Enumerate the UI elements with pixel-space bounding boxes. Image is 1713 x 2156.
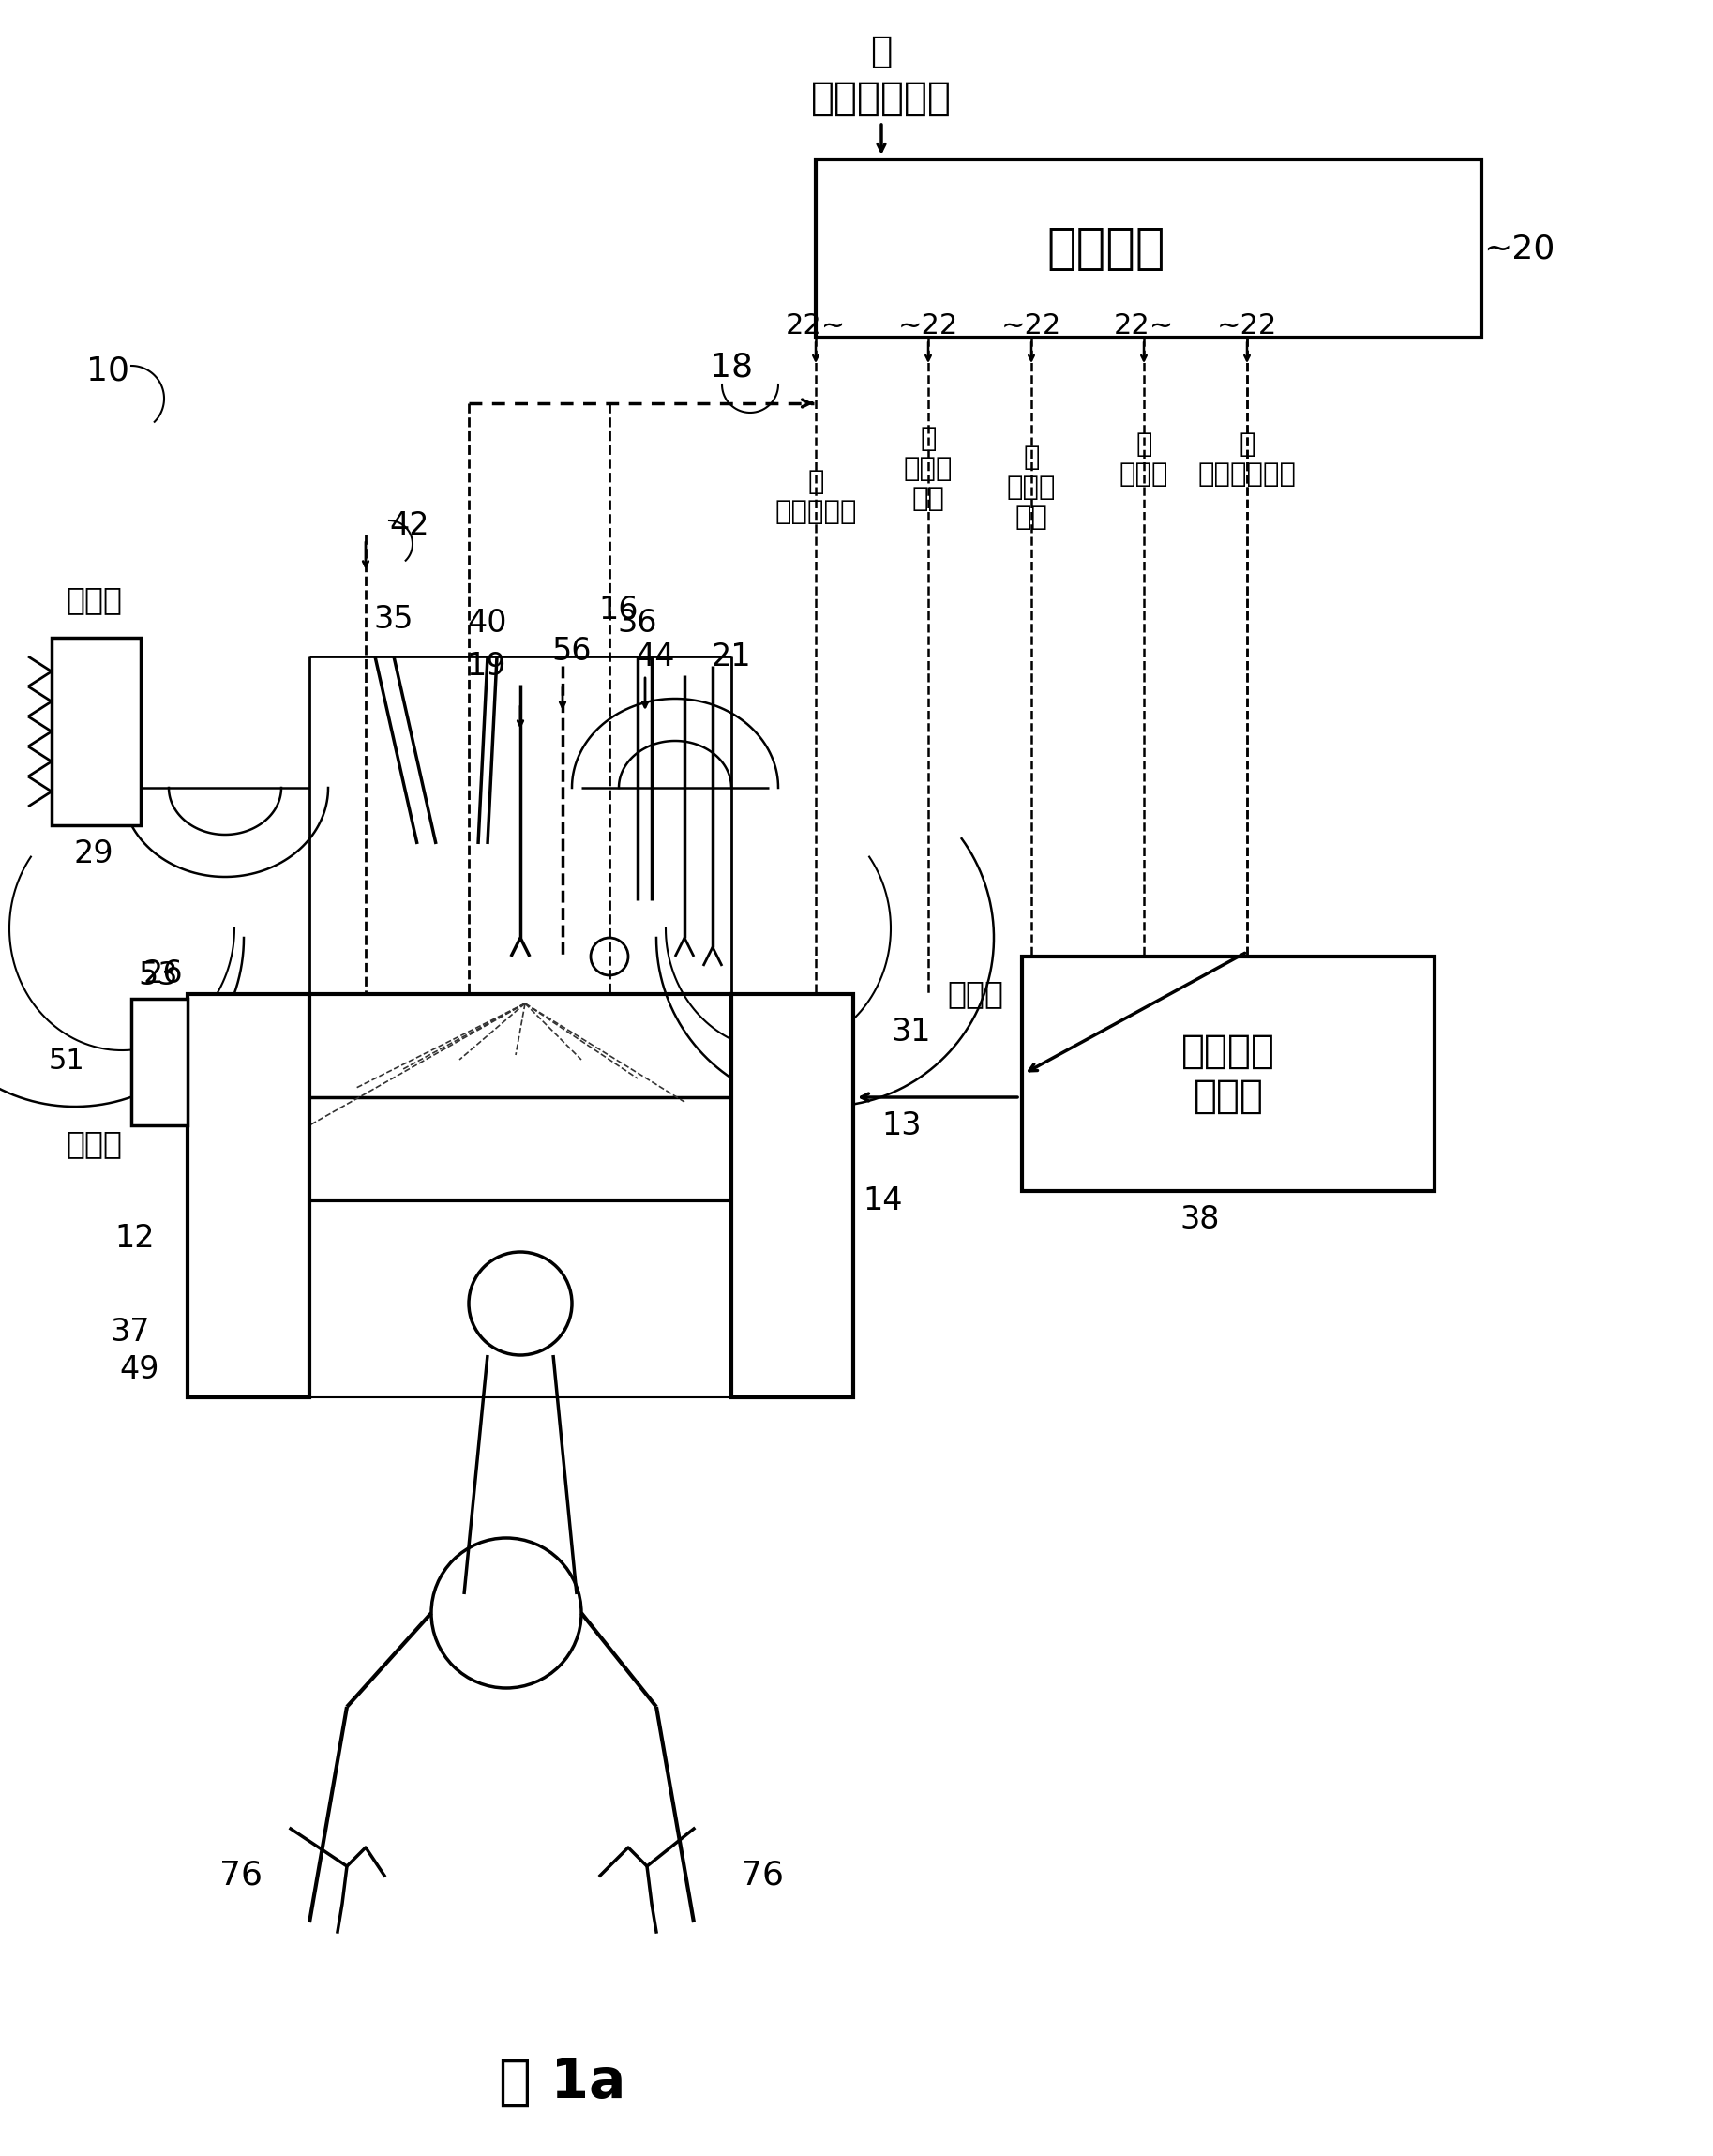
Text: 29: 29 bbox=[74, 839, 113, 869]
Text: 31: 31 bbox=[891, 1015, 930, 1048]
Text: 53: 53 bbox=[139, 959, 178, 992]
Text: 49: 49 bbox=[120, 1354, 159, 1384]
Text: 37: 37 bbox=[110, 1315, 151, 1348]
Text: 加热器: 加热器 bbox=[65, 584, 122, 617]
Text: ~22: ~22 bbox=[898, 313, 958, 341]
Text: 14: 14 bbox=[863, 1186, 903, 1216]
Text: 可变气阀控制: 可变气阀控制 bbox=[810, 80, 952, 119]
Text: 19: 19 bbox=[466, 651, 507, 681]
Text: 26: 26 bbox=[142, 957, 183, 990]
Text: 76: 76 bbox=[219, 1861, 262, 1891]
Text: 电控单元: 电控单元 bbox=[1047, 224, 1165, 274]
Text: 10: 10 bbox=[86, 354, 130, 386]
Text: 12: 12 bbox=[115, 1222, 154, 1253]
Text: ~20: ~20 bbox=[1483, 233, 1555, 265]
Text: 44: 44 bbox=[636, 640, 675, 673]
Text: 至
冷却器
控制: 至 冷却器 控制 bbox=[904, 425, 952, 513]
Text: 图 1a: 图 1a bbox=[498, 2055, 625, 2109]
Text: ~22: ~22 bbox=[1216, 313, 1278, 341]
Text: 21: 21 bbox=[711, 640, 752, 673]
Bar bbox=[132, 998, 187, 1125]
Text: 51: 51 bbox=[48, 1048, 84, 1076]
Bar bbox=[51, 638, 140, 826]
Bar bbox=[187, 994, 310, 1397]
Text: 16: 16 bbox=[600, 595, 639, 625]
Text: 加热器: 加热器 bbox=[947, 979, 1004, 1009]
Bar bbox=[731, 994, 853, 1397]
Text: 18: 18 bbox=[709, 351, 754, 384]
Text: 22~: 22~ bbox=[786, 313, 846, 341]
Text: 40: 40 bbox=[468, 608, 507, 638]
Text: 至
燃料供给控制: 至 燃料供给控制 bbox=[1197, 431, 1297, 487]
Text: 76: 76 bbox=[740, 1861, 785, 1891]
Text: 13: 13 bbox=[882, 1110, 922, 1141]
Bar bbox=[815, 160, 1482, 338]
Text: 36: 36 bbox=[618, 608, 658, 638]
Text: 可变压缩
比装置: 可变压缩 比装置 bbox=[1182, 1031, 1274, 1117]
Bar bbox=[1023, 957, 1434, 1190]
Text: 至
加热器
控制: 至 加热器 控制 bbox=[1007, 444, 1055, 530]
Text: 38: 38 bbox=[1180, 1203, 1220, 1235]
Text: ~22: ~22 bbox=[1000, 313, 1062, 341]
Text: 42: 42 bbox=[389, 509, 428, 541]
Text: 至
加热塞: 至 加热塞 bbox=[1119, 431, 1168, 487]
Text: 加热器: 加热器 bbox=[65, 1128, 122, 1160]
Text: 22~: 22~ bbox=[1113, 313, 1173, 341]
Text: 至
压气机控制: 至 压气机控制 bbox=[774, 468, 856, 526]
Text: 35: 35 bbox=[373, 604, 415, 634]
Text: 至: 至 bbox=[870, 34, 892, 69]
Text: 56: 56 bbox=[552, 636, 593, 666]
